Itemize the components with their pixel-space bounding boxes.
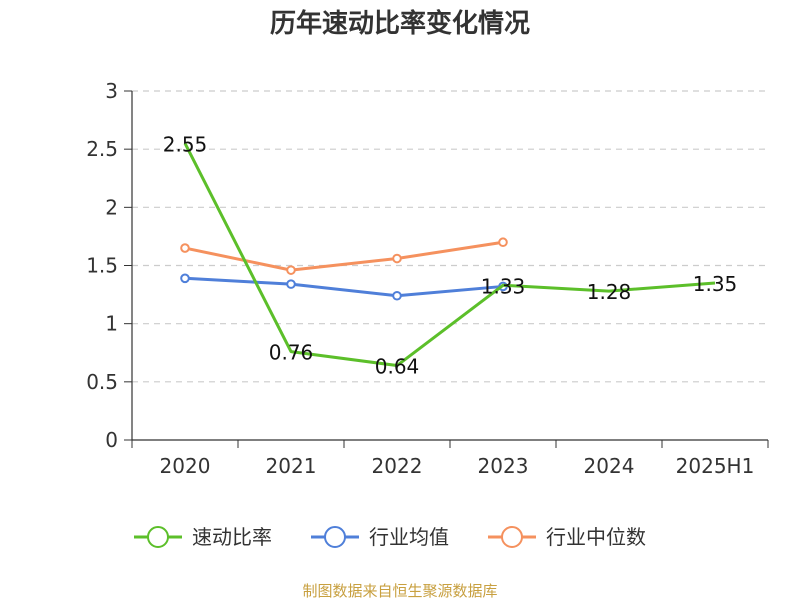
data-point xyxy=(180,273,190,284)
legend-item[interactable]: 行业中位数 xyxy=(488,525,646,549)
series-line-0 xyxy=(183,142,716,368)
y-tick-label: 2 xyxy=(105,195,118,219)
legend-marker xyxy=(501,526,523,548)
x-tick-label: 2025H1 xyxy=(676,454,755,478)
y-tick-label: 0.5 xyxy=(86,370,118,394)
series-line-2 xyxy=(184,240,504,272)
series-line-1 xyxy=(184,276,504,298)
legend-marker xyxy=(147,526,169,548)
data-label: 0.76 xyxy=(269,341,314,365)
y-tick-label: 1.5 xyxy=(86,254,118,278)
y-tick-label: 2.5 xyxy=(86,137,118,161)
data-point xyxy=(392,290,402,301)
y-tick-label: 3 xyxy=(105,79,118,103)
x-tick-label: 2020 xyxy=(160,454,211,478)
y-tick-label: 1 xyxy=(105,312,118,336)
legend-label: 行业均值 xyxy=(369,525,449,549)
legend-marker xyxy=(324,526,346,548)
data-point xyxy=(392,253,402,264)
legend-item[interactable]: 行业均值 xyxy=(311,525,449,549)
data-labels: 2.55 0.76 0.64 1.33 1.28 1.35 xyxy=(163,132,738,378)
legend-item[interactable]: 速动比率 xyxy=(134,525,272,549)
x-tick-label: 2021 xyxy=(266,454,317,478)
series-lines xyxy=(180,142,716,368)
data-label: 1.28 xyxy=(587,280,632,304)
data-label: 2.55 xyxy=(163,132,208,156)
axes: 0 0.5 1 1.5 2 2.5 3 2020 2021 2022 2023 2024 2025H1 xyxy=(86,79,769,478)
data-point xyxy=(180,243,190,253)
x-tick-label: 2022 xyxy=(372,454,423,478)
x-tick-label: 2024 xyxy=(584,454,635,478)
source-note: 制图数据来自恒生聚源数据库 xyxy=(302,582,497,600)
grid-lines xyxy=(132,90,768,383)
data-label: 0.64 xyxy=(375,355,420,379)
y-tick-label: 0 xyxy=(105,428,118,452)
x-tick-label: 2023 xyxy=(478,454,529,478)
legend: 速动比率 行业均值 行业中位数 xyxy=(134,525,646,549)
legend-label: 速动比率 xyxy=(192,525,272,549)
data-label: 1.35 xyxy=(693,272,738,296)
chart-title: 历年速动比率变化情况 xyxy=(270,8,530,39)
data-point xyxy=(286,265,296,275)
legend-label: 行业中位数 xyxy=(546,525,646,549)
data-label: 1.33 xyxy=(481,274,526,298)
data-point xyxy=(498,237,508,248)
data-point xyxy=(286,279,296,289)
